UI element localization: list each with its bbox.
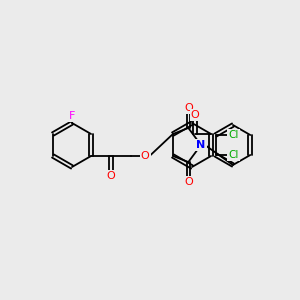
Text: O: O <box>141 151 149 161</box>
Text: O: O <box>191 110 200 120</box>
Text: Cl: Cl <box>228 130 239 140</box>
Text: Cl: Cl <box>228 150 239 160</box>
Text: O: O <box>184 177 193 187</box>
Text: N: N <box>196 140 206 150</box>
Text: F: F <box>69 111 75 121</box>
Text: O: O <box>184 103 193 113</box>
Text: O: O <box>107 171 116 181</box>
